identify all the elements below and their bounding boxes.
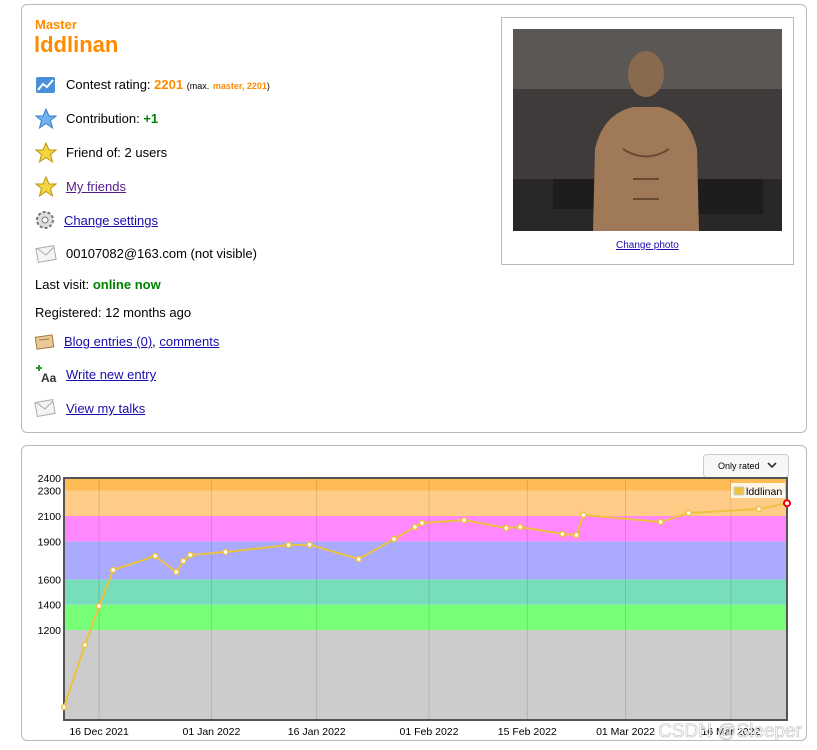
contribution-label: Contribution: xyxy=(66,111,140,126)
rating-point xyxy=(109,566,117,574)
registered: Registered: 12 months ago xyxy=(35,305,192,320)
rating-point xyxy=(783,499,791,508)
watermark: CSDN @Sleeper xyxy=(658,721,803,740)
chart-box xyxy=(21,445,807,741)
my-friends-icon xyxy=(35,176,57,198)
rank-band xyxy=(64,604,787,631)
rating-label: Contest rating: xyxy=(66,77,151,92)
rating-point xyxy=(580,511,587,519)
friend-icon xyxy=(35,142,57,164)
rank-band xyxy=(64,630,787,720)
rating-point xyxy=(60,703,68,711)
legend-label: lddlinan xyxy=(746,486,782,498)
x-tick-label: 01 Feb 2022 xyxy=(400,726,459,738)
rating-point xyxy=(390,535,398,543)
rating-point xyxy=(573,531,580,539)
rating-point xyxy=(95,602,103,610)
rating-max-close: ) xyxy=(266,81,270,91)
handle: lddlinan xyxy=(34,32,119,57)
dropdown-arrow xyxy=(767,462,777,469)
only-rated-label: Only rated xyxy=(718,461,760,471)
blog-separator: , xyxy=(152,334,156,349)
contribution-icon xyxy=(35,108,57,130)
rating-point xyxy=(418,519,426,527)
last-visit-label: Last visit: xyxy=(35,277,90,292)
rank-band xyxy=(64,516,787,542)
x-tick-label: 16 Dec 2021 xyxy=(69,726,129,738)
rating-point xyxy=(81,641,89,649)
blog-icon xyxy=(34,334,55,350)
rank-band xyxy=(64,478,787,491)
rating-point xyxy=(657,518,664,526)
rating-point xyxy=(411,523,419,531)
rating-max-open: (max. xyxy=(186,81,210,91)
svg-text:Aa: Aa xyxy=(41,371,57,385)
rating-point xyxy=(187,551,194,559)
email-icon xyxy=(35,244,57,264)
x-tick-label: 01 Mar 2022 xyxy=(596,726,655,738)
x-tick-label: 15 Feb 2022 xyxy=(498,726,557,738)
y-tick-label: 2100 xyxy=(38,511,62,523)
talks-icon xyxy=(34,398,56,418)
profile-box xyxy=(21,4,807,433)
rating-point xyxy=(306,541,313,549)
last-visit-value: online now xyxy=(92,277,161,292)
contribution: +1 xyxy=(143,111,159,126)
blog-row: Blog entries (0), comments xyxy=(64,334,219,349)
rank-band xyxy=(64,490,787,517)
rating-point xyxy=(152,552,159,560)
rating-point xyxy=(685,509,692,517)
email: 00107082@163.com (not visible) xyxy=(66,246,257,261)
photo-frame xyxy=(501,17,794,265)
y-tick-label: 2300 xyxy=(38,486,62,498)
y-tick-label: 1200 xyxy=(38,625,62,637)
write-icon: Aa xyxy=(36,365,57,385)
photo[interactable] xyxy=(513,29,782,231)
last-visit: Last visit: online now xyxy=(35,277,161,292)
friend-of: Friend of: 2 users xyxy=(66,145,168,160)
x-tick-label: 16 Mar 2022 xyxy=(701,726,760,738)
change-photo-link[interactable]: Change photo xyxy=(616,240,679,251)
settings-icon xyxy=(36,211,54,229)
rating-point xyxy=(173,568,180,576)
rank-band xyxy=(64,541,787,580)
view-talks-link[interactable]: View my talks xyxy=(66,401,146,416)
contribution-row: Contribution: +1 xyxy=(66,111,158,126)
rating-point xyxy=(502,524,510,532)
rating-row: Contest rating: 2201 (max. master, 2201) xyxy=(66,77,270,92)
rating-point xyxy=(755,505,763,513)
rating-point xyxy=(460,516,468,524)
y-tick-label: 1600 xyxy=(38,574,62,586)
rating-point xyxy=(285,541,292,549)
y-tick-label: 1900 xyxy=(38,536,62,548)
y-tick-label: 1400 xyxy=(38,600,62,612)
change-settings-link[interactable]: Change settings xyxy=(64,213,158,228)
rating: 2201 xyxy=(154,77,184,92)
rank: Master xyxy=(35,17,77,32)
x-tick-label: 01 Jan 2022 xyxy=(183,726,241,738)
my-friends-link[interactable]: My friends xyxy=(66,179,126,194)
rating-max-rank: master, 2201 xyxy=(212,81,267,91)
legend-swatch xyxy=(733,486,745,496)
blog-entries-link[interactable]: Blog entries (0) xyxy=(64,334,153,349)
rating-point xyxy=(180,557,187,565)
plot-border xyxy=(63,477,788,721)
x-tick-label: 16 Jan 2022 xyxy=(288,726,346,738)
only-rated-button[interactable]: Only rated xyxy=(703,454,789,478)
rating-icon xyxy=(36,77,55,93)
rating-point xyxy=(355,555,363,563)
comments-link[interactable]: comments xyxy=(159,334,220,349)
rating-point xyxy=(222,548,229,556)
write-entry-link[interactable]: Write new entry xyxy=(66,367,157,382)
rating-point xyxy=(559,530,566,538)
y-tick-label: 2400 xyxy=(38,473,62,485)
rating-point xyxy=(517,523,524,531)
rank-band xyxy=(64,579,787,605)
